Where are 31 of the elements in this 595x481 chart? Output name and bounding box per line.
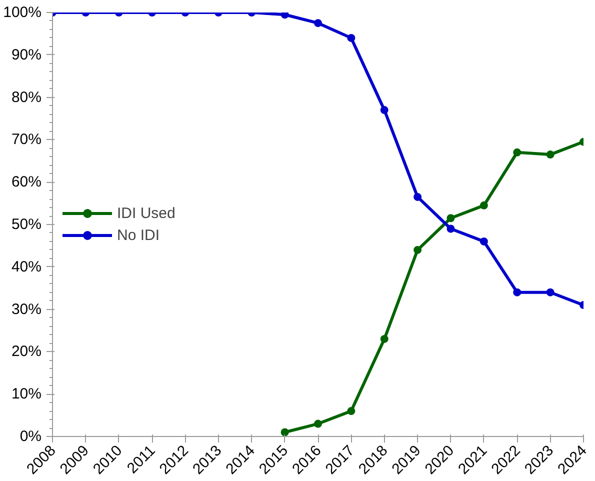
point — [314, 19, 322, 28]
y-tick-label: 80% — [11, 88, 42, 106]
point — [314, 420, 322, 428]
y-tick-label: 90% — [11, 46, 42, 64]
point — [513, 148, 522, 156]
y-tick-label: 40% — [11, 258, 42, 276]
point — [446, 224, 455, 233]
point — [546, 150, 554, 159]
point — [546, 288, 554, 296]
point — [480, 237, 488, 246]
y-tick-label: 10% — [11, 386, 42, 403]
y-tick-label: 0% — [20, 428, 42, 445]
y-tick-label: 70% — [11, 131, 42, 148]
point — [513, 288, 522, 296]
y-tick-label: 100% — [3, 4, 42, 21]
point — [280, 12, 289, 19]
point — [380, 334, 388, 343]
y-tick-label: 30% — [11, 300, 42, 318]
point — [380, 106, 388, 114]
point — [446, 214, 455, 222]
legend-label: IDI Used — [117, 204, 176, 222]
y-tick-label: 20% — [11, 343, 42, 360]
point — [280, 428, 289, 436]
point — [347, 407, 356, 416]
y-tick-label: 50% — [11, 216, 42, 233]
legend-label: No IDI — [117, 226, 160, 244]
point — [414, 192, 422, 201]
y-tick-label: 60% — [11, 174, 42, 191]
point — [414, 246, 422, 254]
point — [480, 201, 488, 210]
point — [347, 34, 356, 42]
